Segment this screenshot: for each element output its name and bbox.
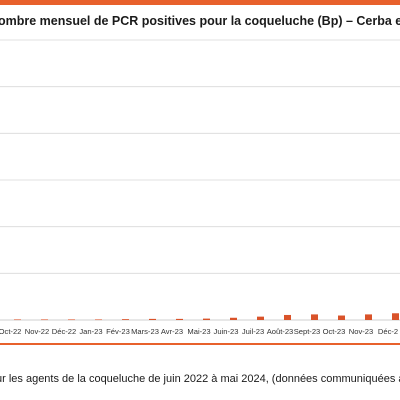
x-tick-label: Mars-23 [131,327,159,336]
bar-Août-23 [284,314,291,320]
x-tick-label: Nov-23 [349,327,373,336]
x-tick-label: Fév-23 [106,327,130,336]
bar-Nov-23 [365,314,372,320]
x-axis-tick-labels: Oct-22 Nov-22 Déc-22 Jan-23 Fév-23 Mars-23 Avr… [0,327,398,336]
top-accent-rule [0,0,400,5]
bar-Avr-23 [176,318,183,320]
bar-Juin-23 [230,317,237,320]
bar-Juil-23 [257,316,264,320]
x-tick-label: Déc-2 [378,327,398,336]
x-tick-label: Juil-23 [242,327,264,336]
bar-Fév-23 [122,319,129,320]
chart-title: ombre mensuel de PCR positives pour la c… [0,14,400,28]
x-tick-label: Déc-22 [52,327,76,336]
bar-Oct-23 [338,315,345,320]
bar-Nov-22 [41,319,48,321]
bar-Déc-22 [68,319,75,321]
bottom-accent-rule [0,343,400,345]
x-tick-label: Jan-23 [79,327,102,336]
x-tick-label: Oct-22 [0,327,21,336]
bar-Jan-23 [95,319,102,321]
x-tick-label: Nov-22 [25,327,49,336]
x-tick-label: Sept-23 [294,327,321,336]
x-tick-label: Avr-23 [161,327,183,336]
x-tick-label: Mai-23 [187,327,210,336]
x-tick-label: Juin-23 [214,327,239,336]
gridlines [0,39,400,321]
bar-Mars-23 [149,318,156,320]
x-tick-label: Août-23 [267,327,294,336]
bar-Sept-23 [311,314,318,320]
bar-Déc-2 [392,313,399,320]
bar-Mai-23 [203,318,210,320]
chart-caption: ur les agents de la coqueluche de juin 2… [0,373,400,385]
bars [14,313,399,321]
bar-Oct-22 [14,319,21,321]
x-tick-label: Oct-23 [323,327,346,336]
